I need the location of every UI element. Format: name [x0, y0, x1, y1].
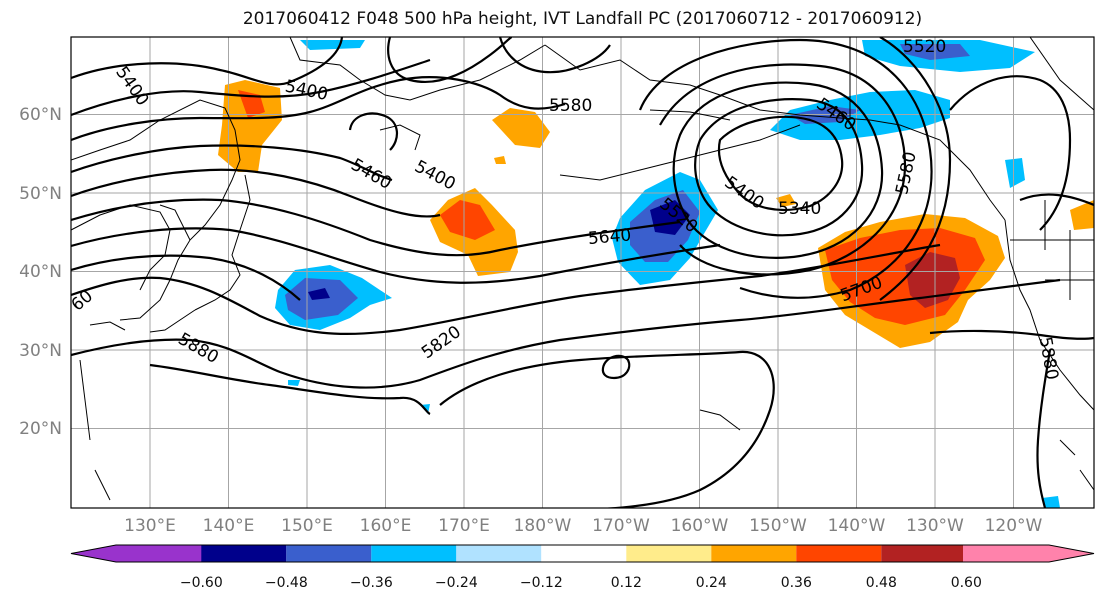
height-contours	[71, 37, 1094, 508]
colorbar-ticks: −0.60 −0.48 −0.36 −0.24 −0.12 0.12 0.24 …	[180, 575, 982, 591]
lon-label: 140°E	[203, 516, 255, 536]
contour-label: 5460	[347, 155, 394, 194]
lon-label: 130°W	[906, 516, 964, 536]
colorbar-tick-label: 0.36	[781, 575, 812, 591]
contour-label: 5640	[587, 225, 632, 249]
lat-label: 20°N	[19, 419, 62, 439]
colorbar-cell	[371, 545, 457, 562]
colorbar-outline	[70, 544, 1095, 563]
contour-label: 5580	[892, 150, 921, 196]
colorbar: −0.60 −0.48 −0.36 −0.24 −0.12 0.12 0.24 …	[70, 544, 1095, 591]
colorbar-cell	[796, 545, 882, 562]
lon-label: 150°E	[281, 516, 333, 536]
lon-label: 170°E	[438, 516, 490, 536]
lon-label: 170°W	[592, 516, 650, 536]
colorbar-cell	[626, 545, 712, 562]
lon-label: 150°W	[749, 516, 807, 536]
colorbar-cell	[711, 545, 797, 562]
map-frame	[70, 36, 1095, 509]
colorbar-cell	[456, 545, 542, 562]
longitude-axis: 130°E 140°E 150°E 160°E 170°E 180°W 170°…	[124, 516, 1042, 536]
contour-label: 5880	[1035, 335, 1062, 381]
map-title: 2017060412 F048 500 hPa height, IVT Land…	[242, 9, 923, 29]
contour-label: 5400	[411, 157, 459, 195]
contour-label: 5340	[778, 199, 821, 219]
contour-label: 5820	[418, 322, 465, 363]
colorbar-cell	[881, 545, 967, 562]
colorbar-tick-label: 0.24	[696, 575, 727, 591]
colorbar-cell	[71, 545, 202, 562]
colorbar-cell	[963, 545, 1094, 562]
lon-label: 120°W	[985, 516, 1043, 536]
contour-label: 5880	[174, 329, 221, 368]
contour-label: 5400	[283, 76, 329, 105]
colorbar-tick-label: 0.60	[951, 575, 982, 591]
lon-label: 180°W	[514, 516, 572, 536]
contour-label: 5400	[111, 63, 152, 110]
colorbar-tick-label: −0.24	[435, 575, 478, 591]
colorbar-cell	[286, 545, 372, 562]
contour-label: 5580	[549, 96, 592, 116]
colorbar-tick-label: −0.48	[265, 575, 308, 591]
lon-label: 130°E	[124, 516, 176, 536]
lon-label: 160°E	[360, 516, 412, 536]
colorbar-tick-label: 0.48	[866, 575, 897, 591]
latitude-axis: 60°N 50°N 40°N 30°N 20°N	[19, 105, 62, 439]
colorbar-cell	[541, 545, 627, 562]
lon-label: 140°W	[828, 516, 886, 536]
lat-label: 60°N	[19, 105, 62, 125]
contour-label: 5520	[903, 37, 946, 57]
lon-label: 160°W	[671, 516, 729, 536]
colorbar-tick-label: −0.12	[520, 575, 563, 591]
contour-label: 60	[68, 286, 97, 315]
colorbar-cell	[201, 545, 287, 562]
lat-label: 40°N	[19, 262, 62, 282]
colorbar-tick-label: −0.36	[350, 575, 393, 591]
lat-label: 50°N	[19, 184, 62, 204]
colorbar-tick-label: −0.60	[180, 575, 223, 591]
colorbar-cells	[70, 544, 1095, 563]
contour-label: 5400	[721, 173, 768, 214]
colorbar-tick-label: 0.12	[611, 575, 642, 591]
lat-label: 30°N	[19, 341, 62, 361]
